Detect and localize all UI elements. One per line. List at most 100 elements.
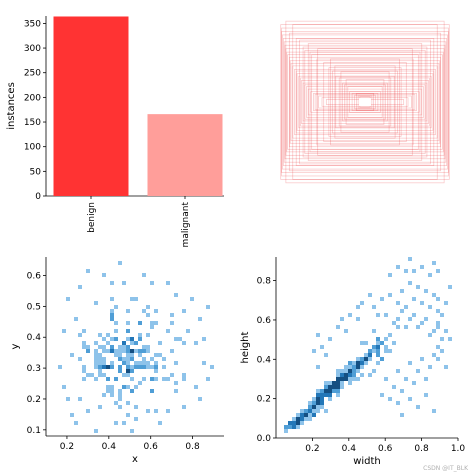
hist-cell (336, 381, 340, 385)
bbox-outline (287, 54, 443, 150)
hist-cell (74, 317, 78, 321)
hist-cell (292, 425, 296, 429)
y-tick-label: 0.2 (27, 395, 41, 405)
hist-cell (150, 321, 154, 325)
hist-cell (90, 373, 94, 377)
hist-cell (328, 337, 332, 341)
hist-cell (122, 341, 126, 345)
hist-cell (304, 409, 308, 413)
hist-cell (372, 305, 376, 309)
bbox-outline (281, 27, 449, 177)
hist-cell (82, 329, 86, 333)
hist-cell (440, 349, 444, 353)
bbox-outline (298, 75, 432, 129)
hist-cell (320, 393, 324, 397)
bbox-outline (281, 31, 449, 173)
hist-cell (380, 341, 384, 345)
hist-cell (174, 337, 178, 341)
hist-cell (94, 349, 98, 353)
hist-cell (66, 297, 70, 301)
hist-cell (432, 293, 436, 297)
hist-cell (356, 357, 360, 361)
hist-cell (150, 357, 154, 361)
hist-cell (126, 329, 130, 333)
hist-cell (126, 353, 130, 357)
hist-cell (98, 357, 102, 361)
hist-cell (134, 341, 138, 345)
hist-cell (134, 385, 138, 389)
hist-cell (364, 353, 368, 357)
hist-cell (420, 301, 424, 305)
hist-cell (376, 313, 380, 317)
hist-cell (344, 365, 348, 369)
hist-cell (162, 377, 166, 381)
y-tick-label: 0.5 (27, 302, 41, 312)
hist-cell (344, 369, 348, 373)
hist-cell (436, 309, 440, 313)
y-axis-label: height (240, 331, 251, 363)
hist-cell (94, 353, 98, 357)
hist-cell (400, 289, 404, 293)
hist-cell (58, 365, 62, 369)
bbox-outline (292, 65, 438, 139)
hist-cell (336, 369, 340, 373)
hist-cell (138, 337, 142, 341)
hist-cell (292, 421, 296, 425)
hist-cell (146, 365, 150, 369)
hist-cell (296, 425, 300, 429)
hist-cell (82, 345, 86, 349)
hist-cell (312, 413, 316, 417)
hist-cell (70, 413, 74, 417)
hist-cell (86, 269, 90, 273)
hist-cell (376, 361, 380, 365)
hist-cell (114, 337, 118, 341)
hist-cell (324, 389, 328, 393)
hist-cell (396, 317, 400, 321)
hist-cell (170, 313, 174, 317)
hist-cell (82, 377, 86, 381)
hist-cell (142, 365, 146, 369)
hist-cell (424, 289, 428, 293)
hist-cell (162, 357, 166, 361)
hist-cell (420, 265, 424, 269)
hist-cell (316, 389, 320, 393)
bbox-outline (307, 43, 423, 161)
bar-benign (53, 16, 129, 197)
hist-cell (316, 401, 320, 405)
hist-cell (360, 365, 364, 369)
hist-cell (444, 301, 448, 305)
hist-cell (384, 337, 388, 341)
hist-cell (102, 345, 106, 349)
hist-cell (312, 349, 316, 353)
hist-cell (118, 393, 122, 397)
hist-cell (388, 293, 392, 297)
hist-cell (408, 317, 412, 321)
hist-cell (94, 377, 98, 381)
hist-cell (126, 369, 130, 373)
hist-cell (348, 361, 352, 365)
hist-cell (194, 341, 198, 345)
x-tick-label: 0.6 (378, 444, 393, 454)
hist-cell (364, 361, 368, 365)
hist-cell (296, 417, 300, 421)
hist-cell (102, 361, 106, 365)
hist-cell (94, 301, 98, 305)
hist-cell (428, 333, 432, 337)
hist-cell (328, 397, 332, 401)
hist-cell (356, 305, 360, 309)
hist-cell (146, 305, 150, 309)
hist-cell (404, 377, 408, 381)
hist-cell (424, 393, 428, 397)
hist-cell (102, 393, 106, 397)
y-tick-label: 300 (24, 44, 41, 54)
bbox-outline (294, 68, 436, 136)
hist-cell (308, 409, 312, 413)
hist-cell (388, 273, 392, 277)
hist-cell (292, 417, 296, 421)
hist-cell (122, 361, 126, 365)
hist-cell (78, 357, 82, 361)
hist-cell (340, 317, 344, 321)
hist-cell (384, 345, 388, 349)
hist-cell (150, 325, 154, 329)
hist-cell (388, 349, 392, 353)
